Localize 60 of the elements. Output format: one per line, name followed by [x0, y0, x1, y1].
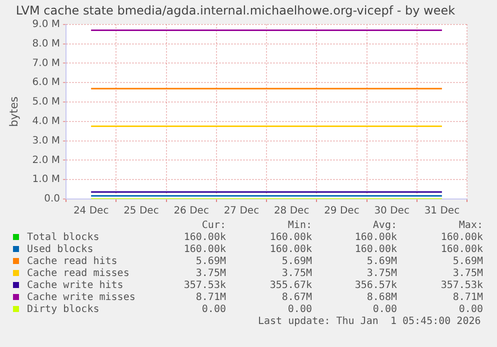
- legend-label: Cache read hits: [27, 256, 118, 268]
- text: 357.53k: [440, 280, 483, 292]
- text: 160.00k: [440, 232, 483, 244]
- y-tick-label: 2.0 M: [32, 154, 60, 166]
- text: 160.00k: [268, 232, 312, 244]
- text: 160.00k: [182, 244, 226, 256]
- text: 3.75M: [196, 268, 226, 279]
- text: 3.75M: [366, 268, 397, 280]
- x-tick-label: 24 Dec: [73, 206, 109, 217]
- x-tick-label: 26 Dec: [174, 206, 209, 217]
- text: 160.00k: [354, 232, 397, 244]
- text: Last update: Thu Jan 1 05:45:00 2026: [257, 316, 482, 328]
- y-tick-label: 5.0 M: [32, 96, 60, 108]
- y-tick-label: 9.0 M: [32, 18, 60, 30]
- x-tick-label: 29 Dec: [324, 206, 360, 217]
- text: 8.71M: [452, 292, 483, 304]
- text: 0.00: [286, 304, 312, 316]
- text: 8.67M: [280, 292, 312, 304]
- text: 160.00k: [440, 244, 483, 256]
- y-tick-label: 4.0 M: [32, 116, 60, 127]
- legend-label: Cache write misses: [27, 292, 136, 304]
- y-tick-label: 8.0 M: [32, 38, 60, 50]
- text: Avg:: [372, 220, 397, 232]
- legend-label: Cache read misses: [27, 268, 130, 280]
- text: 0.00: [372, 304, 397, 316]
- text: 8.68M: [366, 292, 397, 304]
- text: 8.71M: [196, 292, 226, 303]
- text: 5.69M: [366, 256, 397, 268]
- text: Min:: [286, 220, 312, 232]
- chart-title: LVM cache state bmedia/agda.internal.michaelhowe.org-vicepf - by week: [16, 3, 456, 18]
- text: 160.00k: [182, 232, 226, 244]
- legend-label: Used blocks: [27, 244, 94, 256]
- legend-label: Total blocks: [27, 232, 100, 244]
- legend-label: Cache write hits: [27, 280, 124, 292]
- x-tick-label: 25 Dec: [124, 206, 159, 217]
- text: 5.69M: [280, 256, 312, 268]
- text: 5.69M: [452, 256, 483, 268]
- legend-label: Dirty blocks: [27, 304, 100, 316]
- y-tick-label: 7.0 M: [32, 58, 60, 69]
- y-tick-label: 6.0 M: [32, 77, 60, 88]
- text: 356.57k: [354, 280, 397, 292]
- text: 160.00k: [268, 244, 312, 256]
- x-tick-label: 27 Dec: [224, 206, 260, 217]
- text: 3.75M: [452, 268, 483, 280]
- y-tick-label: 0.0: [44, 194, 60, 205]
- text: 355.67k: [268, 280, 312, 292]
- x-tick-label: 28 Dec: [274, 206, 310, 217]
- text: 0.00: [458, 304, 483, 316]
- text: 3.75M: [280, 268, 312, 280]
- text: 0.00: [200, 304, 226, 316]
- text: 5.69M: [196, 256, 226, 267]
- y-tick-label: 3.0 M: [32, 135, 60, 146]
- x-tick-label: 31 Dec: [424, 206, 460, 217]
- x-tick-label: 30 Dec: [374, 206, 410, 217]
- text: 357.53k: [184, 280, 226, 291]
- text: Max:: [458, 220, 483, 232]
- y-tick-label: 1.0 M: [32, 174, 60, 186]
- text: 160.00k: [354, 244, 397, 256]
- text: Cur:: [200, 220, 226, 232]
- y-axis-title: bytes: [7, 96, 20, 127]
